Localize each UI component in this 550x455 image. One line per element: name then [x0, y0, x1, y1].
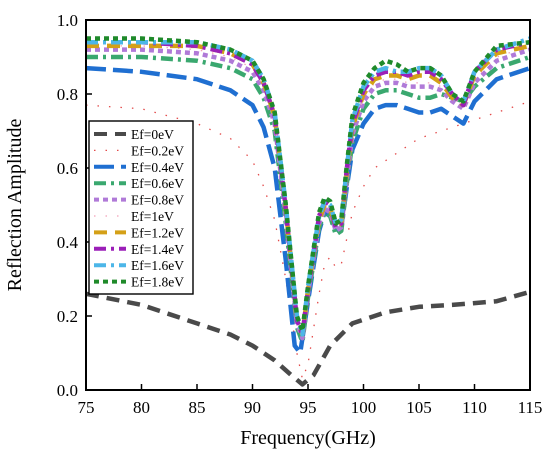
legend-label: Ef=0.4eV [131, 160, 184, 175]
legend-label: Ef=1.4eV [131, 242, 184, 257]
legend-label: Ef=0.8eV [131, 193, 184, 208]
x-tick-label: 80 [133, 398, 150, 417]
series-line-7 [86, 39, 531, 337]
y-tick-label: 0.6 [57, 159, 78, 178]
legend-label: Ef=0.6eV [131, 176, 184, 191]
series-layer [85, 36, 531, 387]
x-tick-label: 115 [518, 398, 543, 417]
x-tick-label: 110 [462, 398, 487, 417]
x-tick-label: 105 [406, 398, 432, 417]
series-line-8 [86, 36, 531, 337]
x-tick-label: 90 [244, 398, 261, 417]
y-axis-label: Reflection Amplitude [4, 119, 26, 292]
legend: Ef=0eVEf=0.2eVEf=0.4eVEf=0.6eVEf=0.8eVEf… [88, 120, 194, 295]
legend-label: Ef=0.2eV [131, 143, 184, 158]
y-tick-label: 1.0 [57, 11, 78, 30]
series-line-9 [86, 36, 531, 334]
legend-label: Ef=1.2eV [131, 225, 184, 240]
legend-label: Ef=0eV [131, 127, 174, 142]
ticks-layer: 75 80 85 90 95 100 105 110 115 0.0 0.2 0.4 0.6 0.8 1.0 [57, 11, 543, 417]
y-tick-label: 0.4 [57, 233, 79, 252]
legend-label: Ef=1.6eV [131, 258, 184, 273]
series-line-3 [86, 54, 531, 345]
x-tick-label: 100 [351, 398, 377, 417]
y-tick-label: 0.2 [57, 307, 78, 326]
y-tick-label: 0.8 [57, 85, 78, 104]
series-line-0 [85, 289, 531, 387]
y-tick-label: 0.0 [57, 381, 78, 400]
legend-label: Ef=1.8eV [131, 275, 184, 290]
x-tick-label: 75 [78, 398, 95, 417]
legend-label: Ef=1eV [131, 209, 174, 224]
x-tick-label: 95 [300, 398, 317, 417]
series-line-4 [86, 47, 531, 341]
x-axis-label: Frequency(GHz) [240, 427, 376, 449]
x-tick-label: 85 [189, 398, 206, 417]
